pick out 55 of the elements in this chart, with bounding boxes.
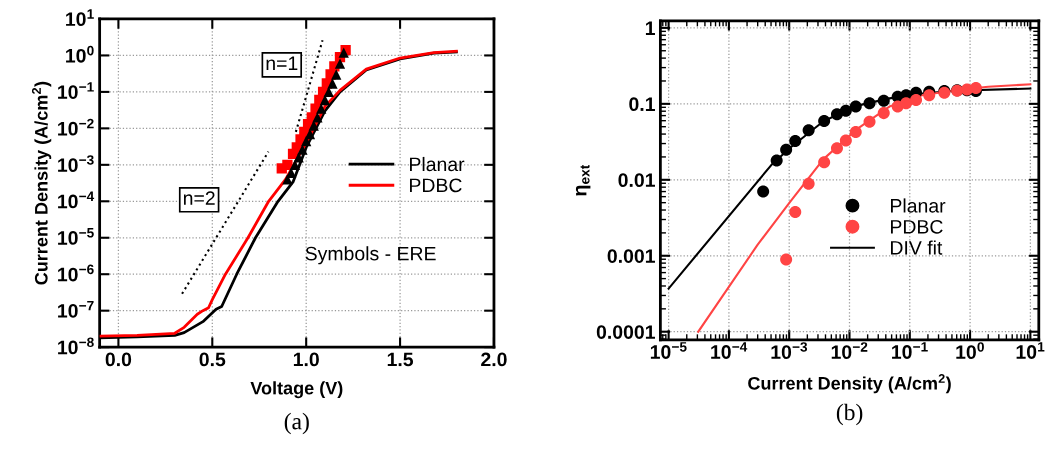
- y-tick-label: 0.001: [607, 249, 655, 263]
- y-tick-label: 0.1: [629, 97, 655, 112]
- point: [308, 120, 319, 131]
- point: [334, 58, 346, 69]
- x-tick-label: 1.0: [293, 352, 319, 367]
- legend-label: PDBC: [410, 178, 462, 193]
- y-tick-label: 10$^{−6}$: [58, 264, 94, 282]
- legend-label: Planar: [891, 198, 946, 213]
- point: [304, 128, 316, 140]
- y-tick-label: 1: [645, 21, 655, 35]
- x-tick-label: 10$^{0}$: [956, 342, 984, 360]
- point: [293, 152, 304, 163]
- annotation: Symbols - ERE: [305, 246, 436, 265]
- point: [331, 69, 342, 80]
- legend-label: DIV fit: [891, 240, 943, 255]
- x-tick-label: 1.5: [387, 352, 414, 367]
- y-axis-title: Current Density (A/cm$^{2}$): [31, 81, 52, 285]
- point: [282, 159, 293, 170]
- annotation: n=2: [183, 191, 215, 205]
- point: [323, 86, 334, 98]
- y-tick-label: 10$^{−4}$: [58, 191, 95, 209]
- y-tick-label: 0.01: [618, 173, 655, 188]
- x-tick-label: 10$^{−2}$: [831, 342, 868, 360]
- annotation: n=1: [266, 56, 298, 70]
- x-axis-title: Voltage (V): [250, 381, 343, 399]
- y-tick-label: 10$^{0}$: [66, 45, 94, 63]
- legend-label: Planar: [410, 156, 465, 172]
- x-tick-label: 10$^{−4}$: [711, 342, 748, 359]
- text: (b): [836, 403, 863, 426]
- x-tick-label: 0.0: [105, 352, 132, 367]
- y-tick-label: 10$^{−5}$: [58, 228, 94, 245]
- y-axis-title: η$_{ext}$: [575, 164, 591, 196]
- point: [289, 159, 301, 170]
- point: [316, 103, 327, 114]
- y-tick-label: 10$^{−1}$: [58, 82, 94, 99]
- point: [286, 167, 297, 179]
- point: [319, 94, 331, 106]
- x-tick-label: 10$^{−3}$: [771, 342, 808, 360]
- text: (a): [284, 412, 309, 435]
- y-tick-label: 10$^{−3}$: [58, 155, 94, 173]
- x-tick-label: 10$^{−5}$: [650, 342, 687, 359]
- y-tick-label: 0.0001: [596, 325, 655, 339]
- x-axis-title: Current Density (A/cm$^{2}$): [748, 374, 951, 394]
- y-tick-label: 10$^{−7}$: [58, 301, 94, 318]
- x-tick-label: 10$^{1}$: [1016, 342, 1045, 359]
- point: [327, 78, 338, 89]
- y-tick-label: 10$^{1}$: [66, 9, 94, 27]
- y-tick-label: 10$^{−2}$: [58, 118, 94, 136]
- x-tick-label: 0.5: [199, 352, 226, 367]
- x-tick-label: 2.0: [481, 352, 507, 367]
- x-tick-label: 10$^{−1}$: [892, 342, 928, 359]
- point: [297, 144, 308, 155]
- y-tick-label: 10$^{−8}$: [58, 337, 94, 355]
- legend-label: PDBC: [891, 219, 943, 234]
- point: [312, 112, 323, 123]
